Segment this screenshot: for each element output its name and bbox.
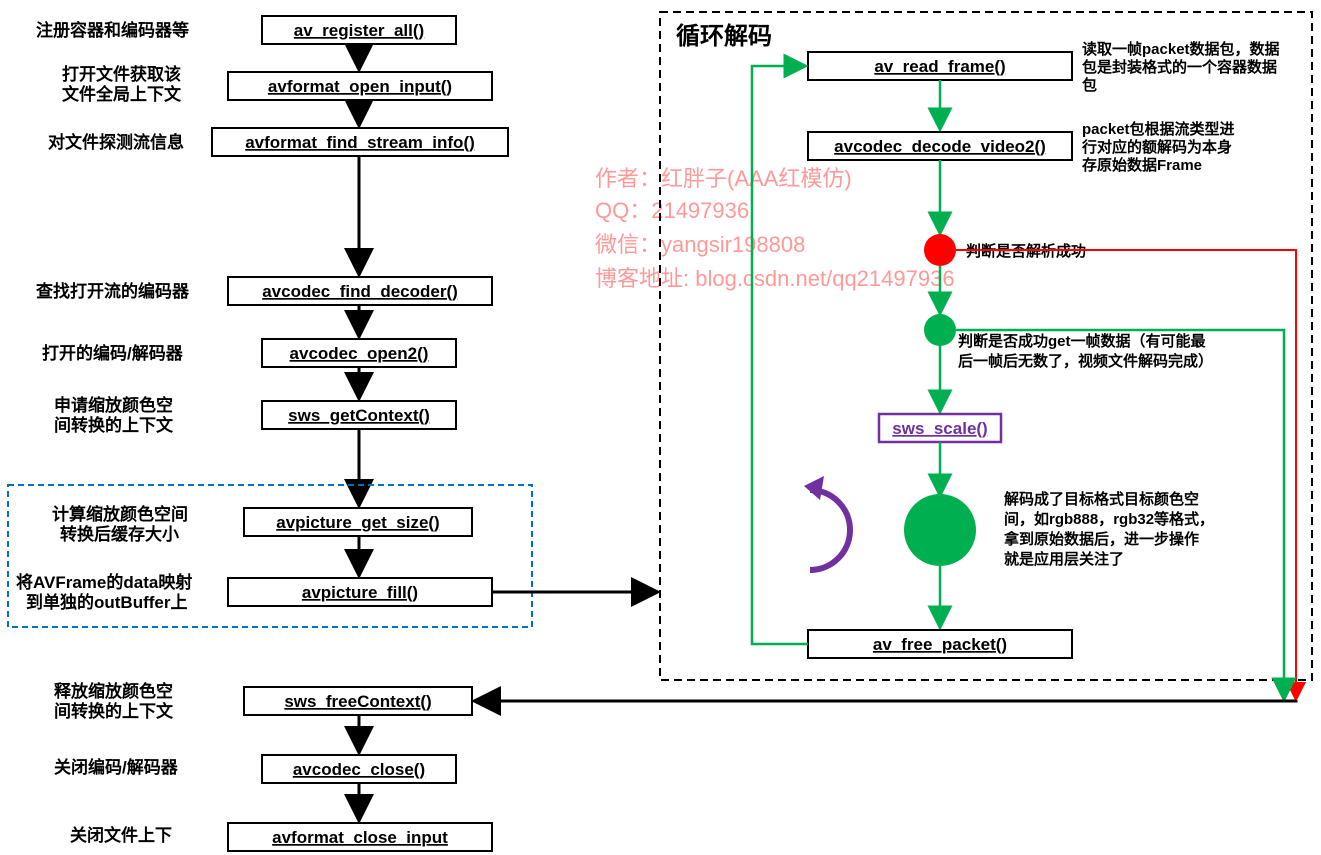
fn-f7: avpicture_get_size(): [276, 513, 439, 532]
fn-r1: av_read_frame(): [874, 57, 1005, 76]
lbl-open2: 打开的编码/解码器: [42, 343, 184, 363]
lbl-open-a: 打开文件获取该: [62, 64, 181, 84]
lbl-free-a: 释放缩放颜色空: [54, 681, 173, 701]
flowchart: 作者：红胖子(AAA红模仿) QQ：21497936 微信：yangsir198…: [0, 0, 1321, 855]
fn-f9: sws_freeContext(): [284, 692, 431, 711]
right-column: av_read_frame() 读取一帧packet数据包，数据 包是封装格式的…: [752, 40, 1296, 700]
arrow-exit-to-free: [474, 700, 1296, 701]
note1c: 包: [1082, 76, 1097, 94]
lbl-fill-a: 将AVFrame的data映射: [16, 572, 192, 592]
note5b: 间，如rgb888，rgb32等格式，: [1004, 510, 1214, 528]
note1a: 读取一帧packet数据包，数据: [1082, 40, 1280, 58]
note5d: 就是应用层关注了: [1004, 550, 1124, 568]
big-green-circle: [904, 494, 976, 566]
fn-f6: sws_getContext(): [288, 406, 430, 425]
fn-f1: av_register_all(): [294, 21, 424, 40]
fn-f8: avpicture_fill(): [302, 583, 418, 602]
wm4: 博客地址: blog.csdn.net/qq21497936: [595, 266, 955, 291]
fn-r2: avcodec_decode_video2(): [834, 137, 1046, 156]
lbl-close: 关闭编码/解码器: [54, 757, 179, 777]
fn-f2: avformat_open_input(): [268, 77, 452, 96]
lbl-sws-b: 间转换的上下文: [54, 415, 174, 435]
note2a: packet包根据流类型进: [1082, 120, 1235, 138]
lbl-free-b: 间转换的上下文: [54, 701, 174, 721]
note2b: 行对应的额解码为本身: [1081, 138, 1232, 156]
purple-loop-head: [804, 476, 824, 500]
wm3: 微信：yangsir198808: [595, 232, 805, 257]
note5c: 拿到原始数据后，进一步操作: [1003, 530, 1199, 548]
lbl-closein: 关闭文件上下: [70, 825, 172, 845]
lbl-open-b: 文件全局上下文: [62, 84, 182, 104]
lbl-register: 注册容器和编码器等: [36, 20, 189, 40]
fn-f4: avcodec_find_decoder(): [262, 282, 458, 301]
green-loopback: [752, 66, 808, 644]
lbl-sws-a: 申请缩放颜色空: [54, 395, 173, 415]
fn-f5: avcodec_open2(): [290, 344, 429, 363]
lbl-probe: 对文件探测流信息: [48, 132, 184, 152]
note2c: 存原始数据Frame: [1082, 156, 1202, 174]
lbl-finddec: 查找打开流的编码器: [35, 281, 190, 301]
watermark: 作者：红胖子(AAA红模仿) QQ：21497936 微信：yangsir198…: [595, 166, 955, 291]
fn-r3: sws_scale(): [892, 419, 987, 438]
left-column: 注册容器和编码器等 av_register_all() 打开文件获取该 文件全局…: [8, 16, 532, 851]
wm2: QQ：21497936: [595, 198, 749, 223]
fn-f11: avformat_close_input: [272, 828, 448, 847]
fn-r4: av_free_packet(): [873, 635, 1007, 654]
lbl-fill-b: 到单独的outBuffer上: [26, 592, 187, 612]
note5a: 解码成了目标格式目标颜色空: [1004, 490, 1199, 508]
fn-f3: avformat_find_stream_info(): [245, 133, 475, 152]
note4a: 判断是否成功get一帧数据（有可能最: [958, 332, 1207, 350]
fn-f10: avcodec_close(): [293, 760, 425, 779]
note1b: 包是封装格式的一个容器数据: [1082, 58, 1277, 76]
lbl-pic-a: 计算缩放颜色空间: [52, 504, 188, 524]
green-dot: [924, 314, 956, 346]
red-dot: [924, 234, 956, 266]
lbl-pic-b: 转换后缓存大小: [60, 524, 179, 544]
loop-title: 循环解码: [676, 22, 772, 50]
purple-loop: [810, 490, 850, 570]
note4b: 后一帧后无数了，视频文件解码完成）: [958, 352, 1213, 370]
wm1: 作者：红胖子(AAA红模仿): [595, 166, 852, 191]
